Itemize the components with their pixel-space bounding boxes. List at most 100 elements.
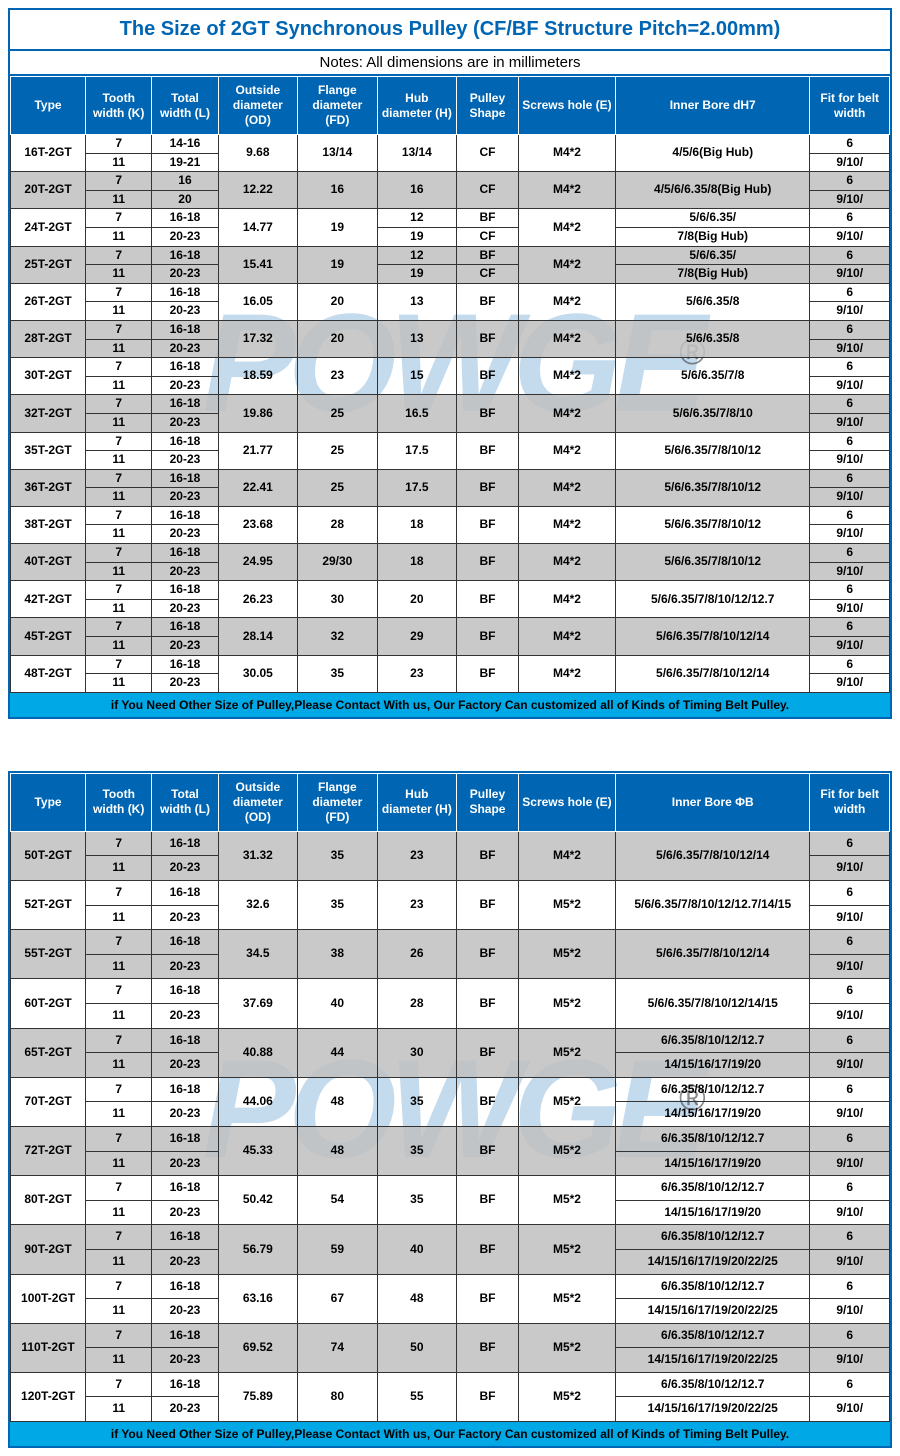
cell-bore: 5/6/6.35/7/8/10/12/14 (616, 831, 810, 880)
cell-fit: 9/10/ (810, 227, 890, 246)
cell-screw: M4*2 (518, 246, 615, 283)
cell-bore: 5/6/6.35/7/8/10/12/14 (616, 618, 810, 655)
cell-od: 31.32 (218, 831, 298, 880)
cell-fit: 6 (810, 831, 890, 856)
table-row: 24T-2GT716-1814.771912BFM4*25/6/6.35/6 (11, 209, 890, 228)
cell-od: 19.86 (218, 395, 298, 432)
cell-total: 20-23 (152, 905, 218, 930)
cell-hub: 15 (377, 358, 457, 395)
th-tooth: Tooth width (K) (86, 77, 152, 135)
cell-shape: BF (457, 881, 519, 930)
cell-od: 69.52 (218, 1323, 298, 1372)
cell-tooth: 7 (86, 1077, 152, 1102)
cell-type: 28T-2GT (11, 320, 86, 357)
cell-total: 16-18 (152, 432, 218, 451)
cell-fd: 74 (298, 1323, 378, 1372)
cell-screw: M5*2 (518, 979, 615, 1028)
cell-tooth: 7 (86, 320, 152, 339)
cell-shape: BF (457, 1126, 519, 1175)
cell-fit: 9/10/ (810, 488, 890, 507)
cell-tooth: 7 (86, 655, 152, 674)
cell-shape: BF (457, 246, 519, 265)
cell-shape: BF (457, 209, 519, 228)
cell-total: 16-18 (152, 1274, 218, 1299)
cell-fit: 9/10/ (810, 1200, 890, 1225)
cell-bore: 5/6/6.35/7/8/10/12/12.7/14/15 (616, 881, 810, 930)
cell-total: 16-18 (152, 1126, 218, 1151)
cell-fd: 20 (298, 320, 378, 357)
cell-shape: BF (457, 395, 519, 432)
cell-screw: M5*2 (518, 1323, 615, 1372)
cell-bore: 5/6/6.35/7/8/10 (616, 395, 810, 432)
cell-fit: 9/10/ (810, 1151, 890, 1176)
cell-fd: 48 (298, 1077, 378, 1126)
cell-total: 20-23 (152, 1200, 218, 1225)
cell-type: 100T-2GT (11, 1274, 86, 1323)
cell-bore: 6/6.35/8/10/12/12.7 (616, 1274, 810, 1299)
cell-total: 20-23 (152, 265, 218, 284)
cell-type: 55T-2GT (11, 930, 86, 979)
cell-bore: 5/6/6.35/7/8/10/12/12.7 (616, 581, 810, 618)
cell-total: 16-18 (152, 209, 218, 228)
cell-tooth: 11 (86, 1249, 152, 1274)
cell-total: 16-18 (152, 655, 218, 674)
cell-bore: 6/6.35/8/10/12/12.7 (616, 1077, 810, 1102)
cell-fd: 20 (298, 283, 378, 320)
cell-hub: 28 (377, 979, 457, 1028)
cell-type: 32T-2GT (11, 395, 86, 432)
cell-bore: 5/6/6.35/ (616, 209, 810, 228)
cell-od: 37.69 (218, 979, 298, 1028)
cell-hub: 40 (377, 1225, 457, 1274)
cell-fd: 32 (298, 618, 378, 655)
cell-total: 20-23 (152, 856, 218, 881)
cell-shape: BF (457, 618, 519, 655)
cell-hub: 30 (377, 1028, 457, 1077)
cell-screw: M4*2 (518, 135, 615, 172)
cell-fd: 54 (298, 1176, 378, 1225)
cell-bore: 6/6.35/8/10/12/12.7 (616, 1323, 810, 1348)
cell-total: 20-23 (152, 525, 218, 544)
cell-tooth: 7 (86, 1274, 152, 1299)
cell-fit: 9/10/ (810, 562, 890, 581)
footer-note-1: if You Need Other Size of Pulley,Please … (10, 693, 890, 717)
cell-bore: 7/8(Big Hub) (616, 227, 810, 246)
cell-bore: 6/6.35/8/10/12/12.7 (616, 1176, 810, 1201)
cell-bore: 5/6/6.35/7/8/10/12/14 (616, 655, 810, 692)
cell-screw: M4*2 (518, 395, 615, 432)
cell-shape: BF (457, 506, 519, 543)
cell-od: 22.41 (218, 469, 298, 506)
cell-bore: 6/6.35/8/10/12/12.7 (616, 1225, 810, 1250)
cell-total: 16-18 (152, 283, 218, 302)
cell-total: 20-23 (152, 954, 218, 979)
cell-tooth: 7 (86, 831, 152, 856)
cell-total: 16-18 (152, 544, 218, 563)
cell-fit: 6 (810, 283, 890, 302)
cell-tooth: 11 (86, 954, 152, 979)
cell-total: 20-23 (152, 376, 218, 395)
cell-hub: 50 (377, 1323, 457, 1372)
cell-od: 23.68 (218, 506, 298, 543)
cell-fd: 28 (298, 506, 378, 543)
cell-tooth: 11 (86, 1200, 152, 1225)
cell-total: 16-18 (152, 1176, 218, 1201)
cell-od: 18.59 (218, 358, 298, 395)
cell-tooth: 11 (86, 488, 152, 507)
table-row: 36T-2GT716-1822.412517.5BFM4*25/6/6.35/7… (11, 469, 890, 488)
th-od: Outside diameter (OD) (218, 773, 298, 831)
cell-screw: M5*2 (518, 1225, 615, 1274)
cell-fit: 6 (810, 432, 890, 451)
cell-type: 26T-2GT (11, 283, 86, 320)
pulley-table-1: POWGE® The Size of 2GT Synchronous Pulle… (8, 8, 892, 719)
cell-total: 16-18 (152, 358, 218, 377)
th-type: Type (11, 773, 86, 831)
cell-fit: 6 (810, 395, 890, 414)
cell-tooth: 11 (86, 451, 152, 470)
cell-type: 48T-2GT (11, 655, 86, 692)
table-row: 1120-2319CF7/8(Big Hub)9/10/ (11, 227, 890, 246)
cell-total: 20-23 (152, 302, 218, 321)
table-row: 26T-2GT716-1816.052013BFM4*25/6/6.35/86 (11, 283, 890, 302)
cell-total: 20-23 (152, 599, 218, 618)
cell-od: 21.77 (218, 432, 298, 469)
cell-hub: 13/14 (377, 135, 457, 172)
th-tooth: Tooth width (K) (86, 773, 152, 831)
